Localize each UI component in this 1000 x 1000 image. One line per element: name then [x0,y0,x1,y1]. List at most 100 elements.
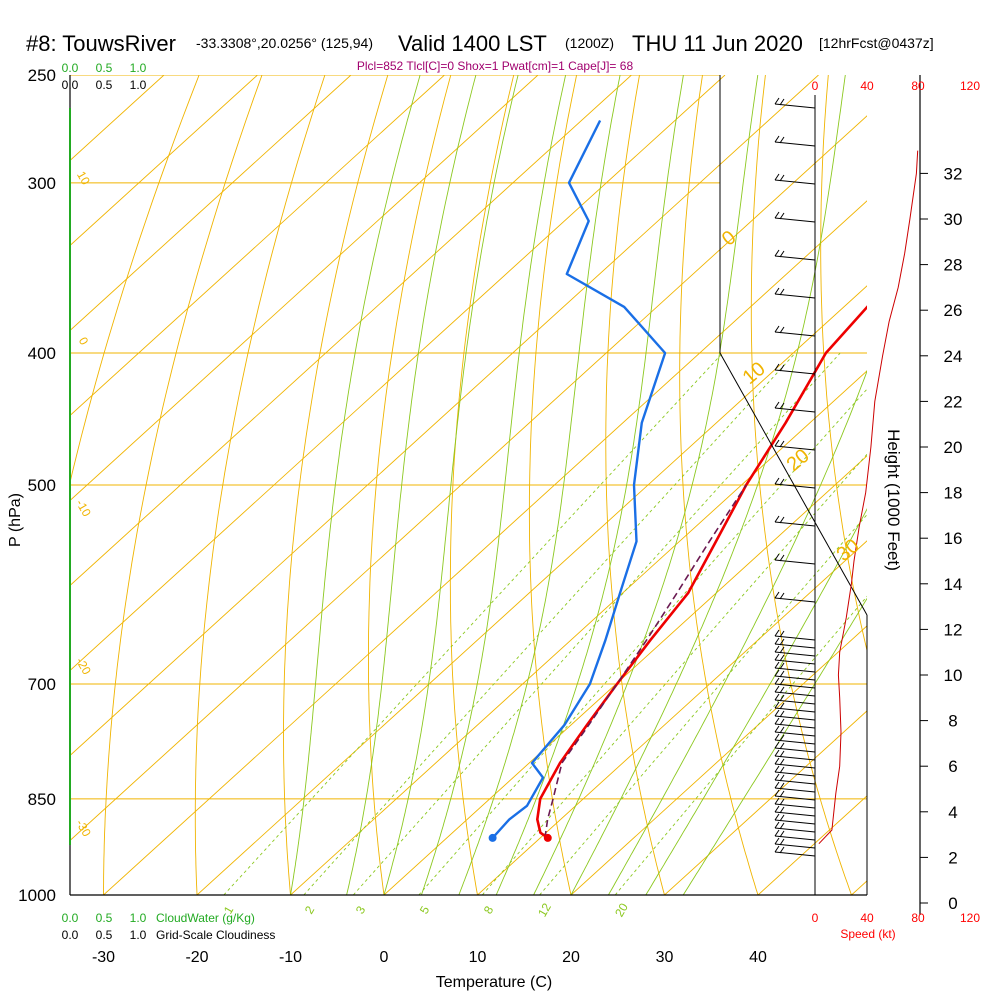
wind-barb [774,179,816,185]
wind-barb-flag [779,750,785,758]
isotherm-line [70,75,258,247]
wind-barb-flag [774,685,780,693]
wind-barb [774,675,816,681]
isotherm-line [103,200,867,895]
height-tick-label: 26 [944,301,963,320]
wind-barb-flag [774,553,780,561]
dry-adiabat-line [820,75,867,653]
wind-barb-flag [779,174,785,182]
mixing-ratio-line [539,513,867,895]
wind-barb-flag [774,709,780,717]
moist-adiabat-line [570,75,846,895]
wind-barb-flag [774,821,780,829]
wind-barb-flag [779,790,785,798]
wind-barb [774,651,816,657]
cloudiness-tick-label: 0.5 [96,928,113,942]
wind-barb [774,559,816,565]
moist-adiabat-line [533,75,759,895]
parcel-params: Plcl=852 Tlcl[C]=0 Shox=1 Pwat[cm]=1 Cap… [357,59,634,73]
wind-barb [774,445,816,451]
cloudiness-tick-label: 0.0 [62,78,79,92]
wind-barb [774,747,816,753]
isotherm-line [383,455,867,895]
speed-axis-label: Speed (kt) [840,927,895,941]
wind-barb-flag [779,364,785,372]
speed-tick-label: 80 [911,79,925,93]
isotherm-line [70,75,819,757]
height-tick-label: 18 [944,484,963,503]
wind-barb [774,715,816,721]
cloudiness-tick-label: 0.5 [96,78,113,92]
isotherm-line [290,370,867,895]
wind-barb [774,407,816,413]
height-tick-label: 20 [944,438,963,457]
wind-barb-flag [779,250,785,258]
valid-zulu: (1200Z) [565,35,614,51]
isotherm-line [196,285,867,895]
mixing-ratio-label: 12 [535,900,554,919]
wind-barb [774,691,816,697]
moist-adiabat-line [645,508,867,895]
wind-barb-flag [774,653,780,661]
wind-barb-flag [774,757,780,765]
dry-adiabat-line [103,75,263,895]
wind-barb-flag [774,645,780,653]
wind-barb-flag [779,638,785,646]
moist-adiabat-line [608,369,867,895]
cloudiness-label: Grid-Scale Cloudiness [156,928,275,942]
dry-adiabat-line [449,75,515,895]
surface-temperature-dot [543,833,552,842]
moist-adiabat-line [682,597,867,895]
wind-barb-flag [779,678,785,686]
wind-barb [774,771,816,777]
wind-barb [774,779,816,785]
wind-barb-flag [779,670,785,678]
wind-barb-flag [779,798,785,806]
height-tick-label: 16 [944,529,963,548]
wind-barb-flag [779,440,785,448]
isotherm-line [70,75,726,672]
wind-barb-flag [779,838,785,846]
wind-barb-flag [774,401,780,409]
isotherm-line [70,115,867,842]
wind-barb [774,293,816,299]
wind-barb-flag [774,669,780,677]
isotherm-label: 0 [76,335,92,348]
isotherm-line [477,540,867,895]
dewpoint-curve [491,119,667,839]
isotherm-line [851,880,867,895]
static-elements [69,75,921,915]
x-axis-label: Temperature (C) [436,974,552,991]
wind-barb [774,103,816,109]
wind-barb-flag [774,637,780,645]
wind-barb-flag [774,287,780,295]
dry-adiabat-line [528,75,578,895]
wind-barb [774,739,816,745]
wind-barb [774,811,816,817]
wind-barb-flag [774,477,780,485]
wind-barb-flag [779,766,785,774]
wind-barb-flag [774,249,780,257]
wind-barb-flag [774,661,780,669]
wind-barb-flag [774,845,780,853]
wind-barb-flag [779,814,785,822]
moist-adiabat-line [383,75,519,895]
wind-barb-flag [774,837,780,845]
wind-barb-flag [774,725,780,733]
wind-barb-flag [774,829,780,837]
header: #8: TouwsRiver -33.3308°,20.0256° (125,9… [26,31,934,73]
wind-barb-flag [779,554,785,562]
moist-adiabat-line [420,75,567,895]
isotherm-line [70,75,539,502]
height-tick-label: 0 [948,894,957,913]
wind-barb-flag [774,765,780,773]
x-tick-label: -30 [92,949,115,966]
wind-barb-flag [779,702,785,710]
wind-barb-flag [779,830,785,838]
height-axis-label: Height (1000 Feet) [884,429,903,571]
wind-barb-flag [779,846,785,854]
wind-barb-flag [774,797,780,805]
height-tick-label: 10 [944,666,963,685]
wind-barb-flag [774,325,780,333]
